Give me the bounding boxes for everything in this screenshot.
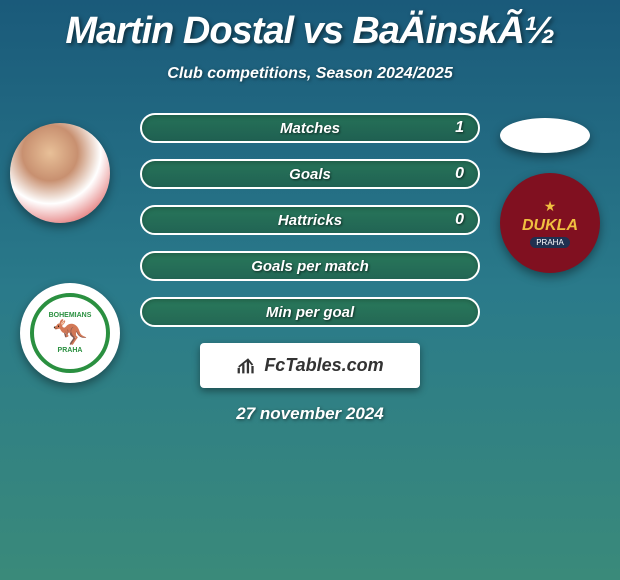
stat-label: Goals per match — [142, 258, 478, 275]
stat-row-goals: Goals 0 — [140, 159, 480, 189]
stat-label: Goals — [142, 166, 478, 183]
stat-label: Min per goal — [142, 304, 478, 321]
chart-icon — [236, 355, 258, 377]
player-right-club-badge: ★ DUKLA PRAHA — [500, 173, 600, 273]
player-left-club-badge: BOHEMIANS 🦘 PRAHA — [20, 283, 120, 383]
branding-text: FcTables.com — [264, 355, 383, 376]
stat-label: Hattricks — [142, 212, 478, 229]
player-right-avatar — [500, 118, 590, 153]
stat-value: 1 — [455, 119, 464, 137]
stat-label: Matches — [142, 120, 478, 137]
stat-row-goals-per-match: Goals per match — [140, 251, 480, 281]
club-left-inner: BOHEMIANS 🦘 PRAHA — [30, 293, 110, 373]
stat-value: 0 — [455, 211, 464, 229]
stat-row-matches: Matches 1 — [140, 113, 480, 143]
stat-row-min-per-goal: Min per goal — [140, 297, 480, 327]
club-right-subname: PRAHA — [530, 237, 570, 248]
stat-row-hattricks: Hattricks 0 — [140, 205, 480, 235]
kangaroo-icon: 🦘 — [53, 319, 88, 347]
page-title: Martin Dostal vs BaÄinskÃ½ — [0, 0, 620, 53]
branding-badge[interactable]: FcTables.com — [200, 343, 420, 388]
page-subtitle: Club competitions, Season 2024/2025 — [0, 65, 620, 83]
stats-container: Matches 1 Goals 0 Hattricks 0 Goals per … — [140, 113, 480, 327]
footer-date: 27 november 2024 — [0, 404, 620, 424]
comparison-content: BOHEMIANS 🦘 PRAHA ★ DUKLA PRAHA Matches … — [0, 113, 620, 424]
star-icon: ★ — [544, 198, 557, 215]
stat-value: 0 — [455, 165, 464, 183]
club-left-name-bottom: PRAHA — [58, 347, 83, 354]
club-right-name: DUKLA — [522, 217, 578, 235]
player-left-avatar — [10, 123, 110, 223]
